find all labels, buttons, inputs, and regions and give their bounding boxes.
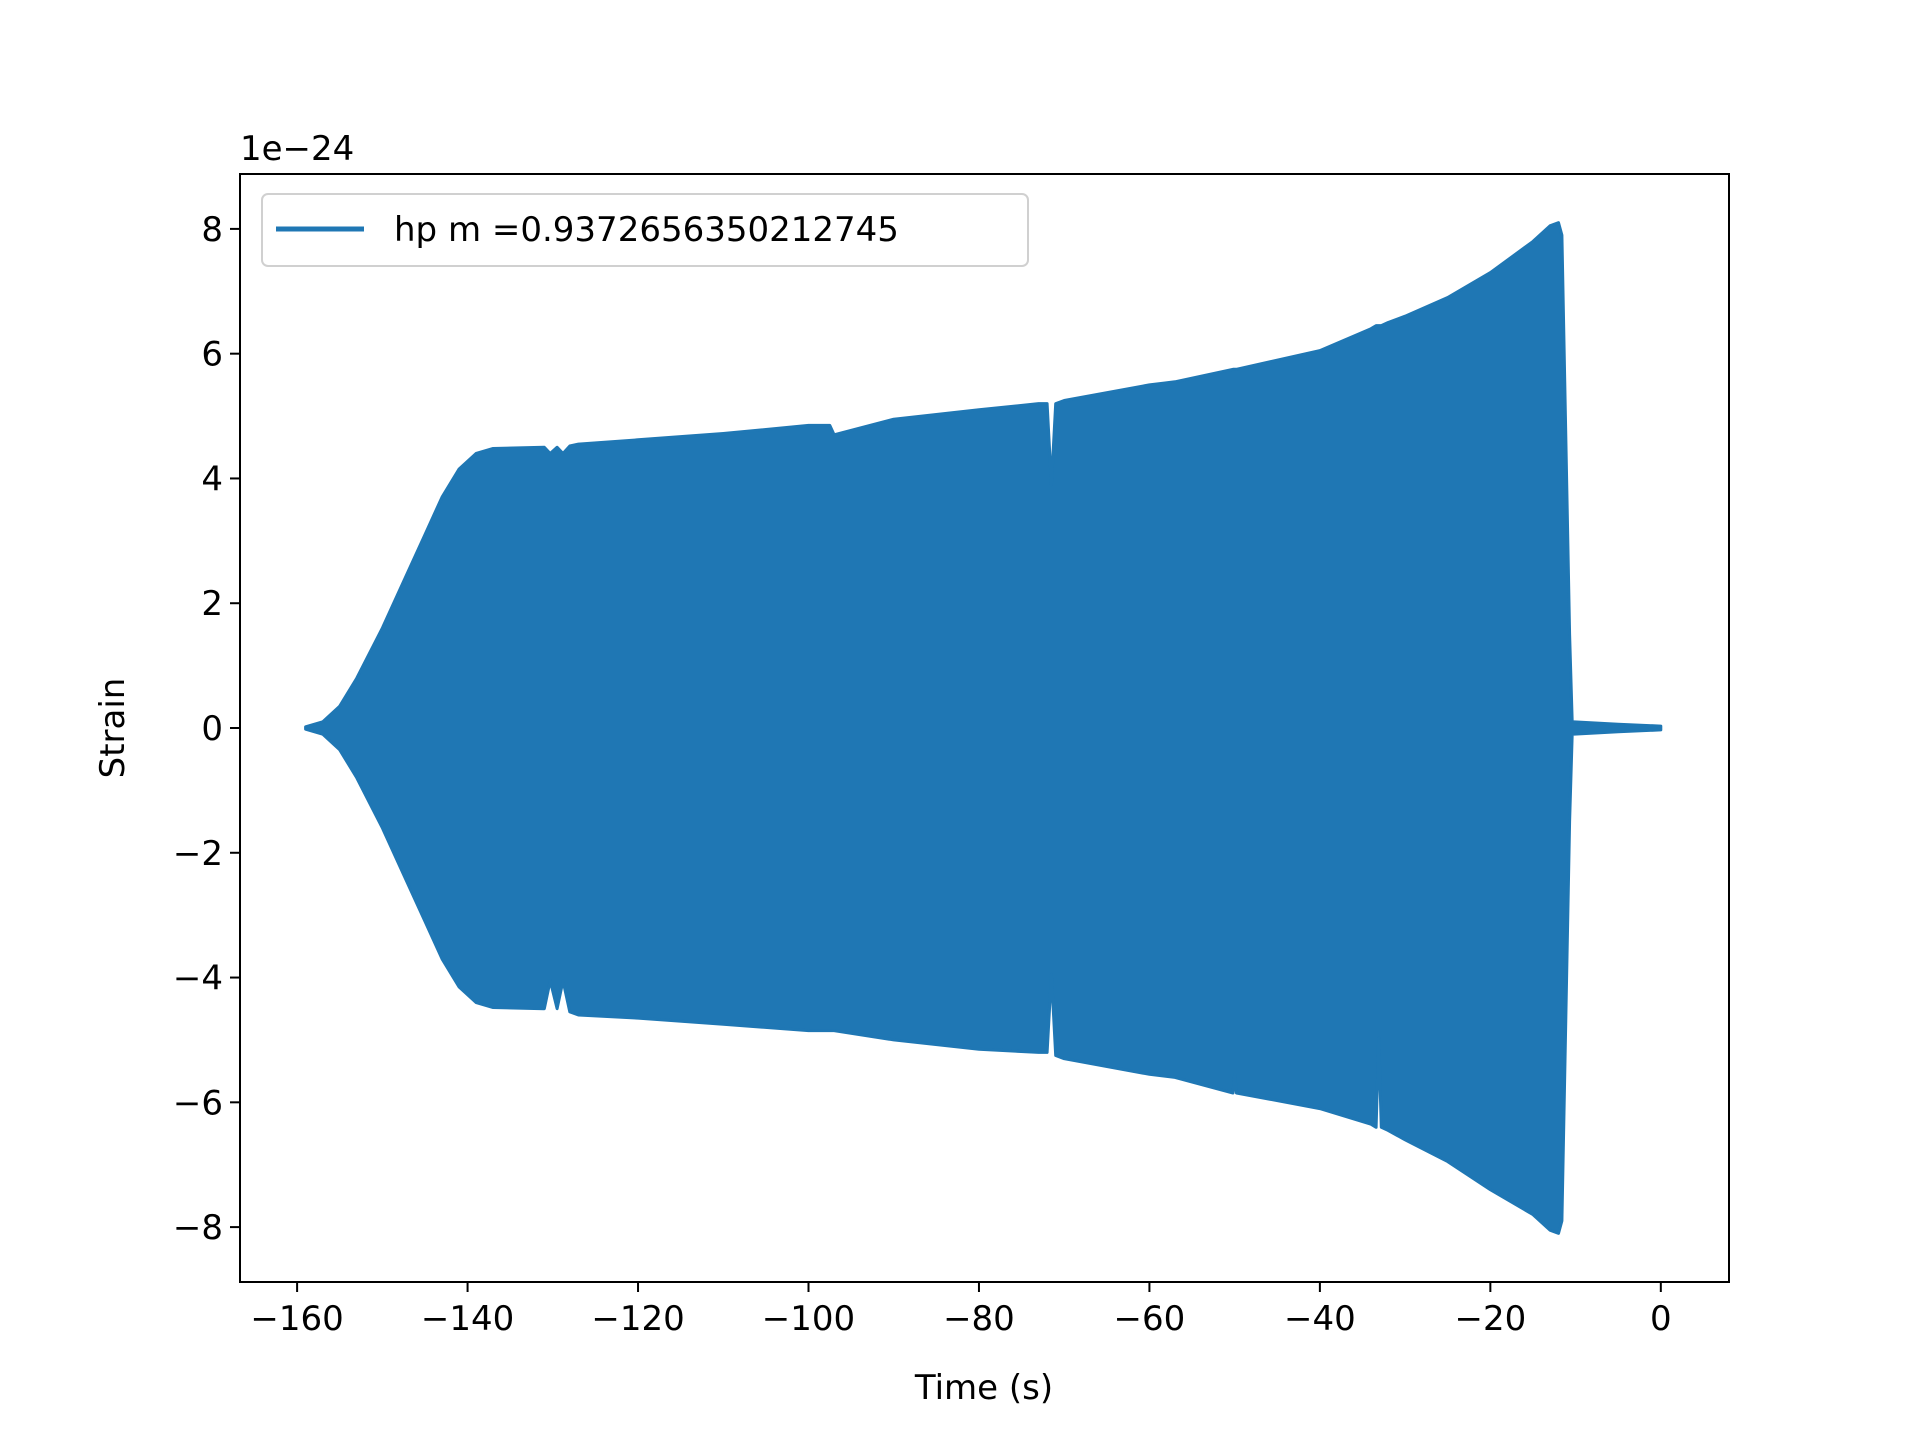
x-tick-label: 0 (1650, 1299, 1672, 1339)
x-tick-label: −120 (591, 1299, 684, 1339)
y-tick-label: 6 (201, 335, 223, 375)
x-tick-label: −100 (762, 1299, 855, 1339)
y-axis-label: Strain (93, 678, 133, 779)
y-tick-label: 0 (201, 709, 223, 749)
y-tick-label: −8 (173, 1208, 223, 1248)
y-tick-label: 2 (201, 584, 223, 624)
y-ticks: −8 −6 −4 −2 0 2 4 6 8 (173, 210, 240, 1248)
y-tick-label: −4 (173, 959, 223, 999)
x-tick-label: −160 (250, 1299, 343, 1339)
y-offset-label: 1e−24 (240, 129, 354, 169)
legend-label: hp m =0.9372656350212745 (394, 210, 899, 250)
x-ticks: −160 −140 −120 −100 −80 −60 −40 −20 0 (250, 1282, 1672, 1339)
x-tick-label: −80 (943, 1299, 1015, 1339)
legend-box (261, 193, 1029, 267)
x-axis-label: Time (s) (914, 1368, 1053, 1408)
y-tick-label: −6 (173, 1083, 223, 1123)
strain-waveform (304, 221, 1663, 1235)
y-tick-label: −2 (173, 834, 223, 874)
y-tick-label: 4 (201, 459, 223, 499)
x-tick-label: −20 (1454, 1299, 1526, 1339)
series-layer (304, 221, 1663, 1235)
x-tick-label: −140 (421, 1299, 514, 1339)
x-tick-label: −60 (1114, 1299, 1186, 1339)
legend: hp m =0.9372656350212745 (261, 193, 1029, 267)
y-tick-label: 8 (201, 210, 223, 250)
x-tick-label: −40 (1284, 1299, 1356, 1339)
